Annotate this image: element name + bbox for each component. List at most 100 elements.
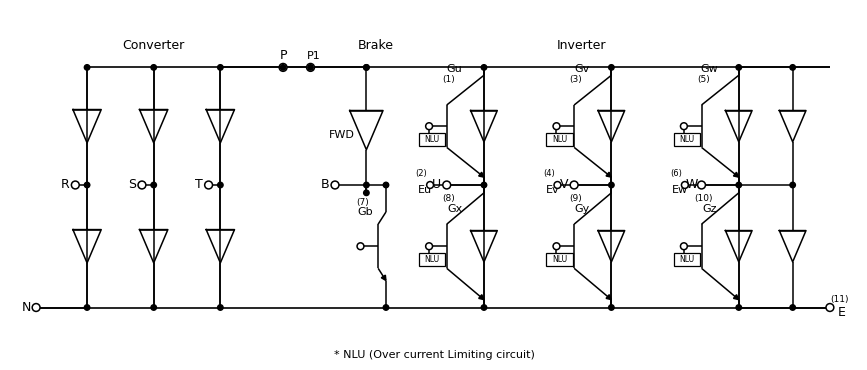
- Text: (5): (5): [697, 75, 710, 84]
- Circle shape: [84, 182, 90, 188]
- Text: Inverter: Inverter: [557, 39, 607, 52]
- Circle shape: [481, 182, 486, 188]
- Text: (11): (11): [831, 295, 849, 304]
- Circle shape: [151, 305, 156, 310]
- Circle shape: [554, 182, 561, 188]
- Text: S: S: [128, 178, 136, 192]
- Text: Gy: Gy: [574, 204, 590, 213]
- Text: Brake: Brake: [358, 39, 394, 52]
- Circle shape: [426, 243, 433, 250]
- Circle shape: [205, 181, 212, 189]
- Polygon shape: [606, 295, 611, 300]
- Text: NLU: NLU: [679, 135, 694, 144]
- Text: (9): (9): [570, 194, 583, 203]
- Text: Gu: Gu: [447, 64, 462, 74]
- Circle shape: [218, 65, 223, 70]
- Circle shape: [736, 305, 741, 310]
- Circle shape: [307, 64, 315, 71]
- Text: (8): (8): [442, 194, 455, 203]
- Circle shape: [681, 182, 688, 188]
- Text: V: V: [560, 178, 569, 192]
- Text: R: R: [62, 178, 70, 192]
- Circle shape: [331, 181, 339, 189]
- Circle shape: [363, 65, 369, 70]
- Text: Gx: Gx: [447, 204, 462, 213]
- FancyBboxPatch shape: [419, 253, 446, 266]
- Text: NLU: NLU: [552, 135, 567, 144]
- Polygon shape: [598, 111, 625, 142]
- Text: NLU: NLU: [425, 135, 440, 144]
- Circle shape: [383, 305, 388, 310]
- Text: * NLU (Over current Limiting circuit): * NLU (Over current Limiting circuit): [334, 350, 534, 360]
- Circle shape: [443, 181, 451, 189]
- Polygon shape: [73, 230, 101, 263]
- Polygon shape: [726, 231, 752, 262]
- Circle shape: [218, 182, 223, 188]
- Circle shape: [681, 123, 688, 130]
- Circle shape: [790, 305, 795, 310]
- Circle shape: [218, 305, 223, 310]
- Text: Gv: Gv: [574, 64, 590, 74]
- Text: Gz: Gz: [702, 204, 717, 213]
- Text: (4): (4): [543, 169, 555, 178]
- Polygon shape: [598, 231, 625, 262]
- Circle shape: [609, 65, 614, 70]
- Polygon shape: [779, 111, 806, 142]
- Polygon shape: [349, 111, 383, 150]
- Circle shape: [609, 182, 614, 188]
- Text: Ev: Ev: [545, 185, 559, 195]
- Circle shape: [553, 123, 560, 130]
- Text: N: N: [22, 301, 31, 314]
- Polygon shape: [381, 275, 386, 280]
- Text: P: P: [279, 49, 287, 62]
- Circle shape: [84, 305, 90, 310]
- Circle shape: [32, 303, 40, 312]
- Text: B: B: [321, 178, 329, 192]
- Text: E: E: [838, 306, 845, 319]
- Text: NLU: NLU: [425, 255, 440, 264]
- Circle shape: [698, 181, 706, 189]
- Circle shape: [138, 181, 146, 189]
- FancyBboxPatch shape: [419, 132, 446, 146]
- Polygon shape: [471, 111, 498, 142]
- Circle shape: [383, 182, 388, 188]
- Circle shape: [357, 243, 364, 250]
- FancyBboxPatch shape: [546, 132, 573, 146]
- Circle shape: [736, 65, 741, 70]
- Text: (10): (10): [694, 194, 713, 203]
- Polygon shape: [479, 295, 484, 300]
- FancyBboxPatch shape: [674, 132, 700, 146]
- Polygon shape: [73, 110, 101, 143]
- Circle shape: [279, 64, 287, 71]
- Polygon shape: [479, 172, 484, 177]
- Text: NLU: NLU: [679, 255, 694, 264]
- Text: (1): (1): [442, 75, 455, 84]
- Circle shape: [151, 182, 156, 188]
- Text: Gb: Gb: [357, 208, 373, 218]
- Text: (7): (7): [356, 198, 368, 207]
- Circle shape: [151, 65, 156, 70]
- Polygon shape: [733, 295, 739, 300]
- Polygon shape: [733, 172, 739, 177]
- Text: NLU: NLU: [552, 255, 567, 264]
- Circle shape: [84, 65, 90, 70]
- Circle shape: [736, 182, 741, 188]
- Circle shape: [570, 181, 578, 189]
- Circle shape: [363, 65, 369, 70]
- FancyBboxPatch shape: [546, 253, 573, 266]
- Circle shape: [790, 182, 795, 188]
- Circle shape: [426, 123, 433, 130]
- Polygon shape: [779, 231, 806, 262]
- Text: Eu: Eu: [418, 185, 433, 195]
- Text: Ew: Ew: [672, 185, 688, 195]
- Circle shape: [363, 190, 369, 196]
- Text: U: U: [433, 178, 441, 192]
- Text: (3): (3): [570, 75, 583, 84]
- Polygon shape: [726, 111, 752, 142]
- Circle shape: [826, 303, 834, 312]
- Circle shape: [308, 65, 313, 70]
- Text: P1: P1: [307, 51, 320, 61]
- Circle shape: [71, 181, 79, 189]
- Circle shape: [481, 305, 486, 310]
- Text: FWD: FWD: [329, 130, 355, 140]
